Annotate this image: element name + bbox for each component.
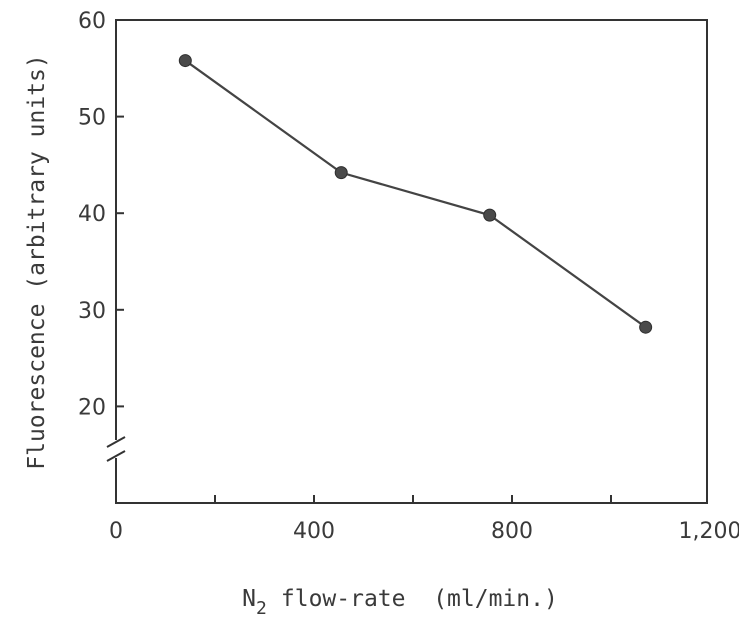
y-axis-label: Fluorescence (arbitrary units) <box>24 54 50 469</box>
y-axis-break-mark <box>106 436 126 462</box>
axis-break-gap <box>112 440 120 458</box>
x-axis-label-main: N <box>242 586 256 612</box>
plot-border <box>115 19 708 504</box>
data-point <box>483 208 497 222</box>
series-group <box>178 54 653 334</box>
x-axis-ticks: 0 400 800 1,200 <box>109 495 739 544</box>
y-tick-label: 40 <box>78 202 106 227</box>
x-axis-label-rest: flow-rate (ml/min.) <box>281 586 558 612</box>
y-tick-label: 20 <box>78 395 106 420</box>
x-axis-label: N2 flow-rate (ml/min.) <box>242 586 558 619</box>
x-tick-label: 1,200 <box>679 519 739 544</box>
axis-break-stroke <box>106 436 126 448</box>
y-axis-ticks: 20 30 40 50 60 <box>78 9 124 420</box>
data-point <box>178 54 192 68</box>
y-tick-label: 30 <box>78 299 106 324</box>
x-tick-label: 800 <box>491 519 533 544</box>
x-axis-label-subscript: 2 <box>256 598 267 619</box>
axis-break-stroke <box>106 450 126 462</box>
plot-frame <box>115 19 708 504</box>
y-tick-label: 60 <box>78 9 106 34</box>
series-line <box>184 59 647 329</box>
data-point <box>639 320 653 334</box>
data-point <box>334 166 348 180</box>
x-tick-label: 0 <box>109 519 123 544</box>
y-tick-label: 50 <box>78 106 106 131</box>
x-tick-label: 400 <box>293 519 335 544</box>
